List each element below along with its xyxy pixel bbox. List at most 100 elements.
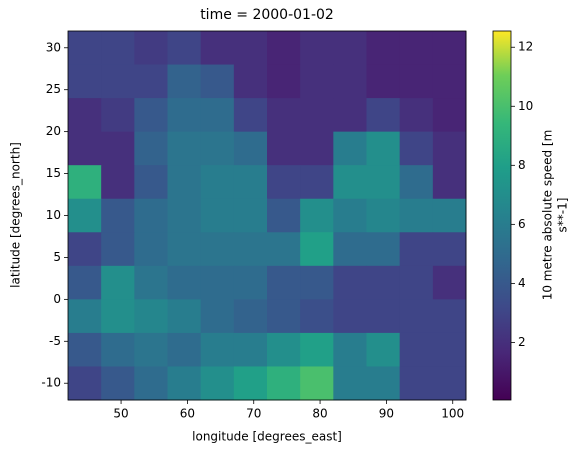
heat-cell (68, 165, 102, 200)
heat-cell (134, 165, 168, 200)
x-axis-label: longitude [degrees_east] (192, 430, 342, 444)
heat-cell (333, 299, 367, 334)
heat-cell (399, 366, 434, 401)
heat-cell (68, 265, 102, 300)
heat-cell (300, 165, 334, 200)
colorbar-tick-label: 12 (518, 40, 533, 54)
y-tick-label: 20 (46, 124, 61, 138)
heat-cell (267, 131, 301, 166)
heat-cell (167, 131, 202, 166)
heat-cell (68, 232, 102, 267)
heat-cell (267, 366, 301, 401)
heat-cell (366, 198, 401, 233)
heat-cell (167, 165, 202, 200)
heat-cell (432, 31, 467, 66)
heat-cell (267, 232, 301, 267)
heat-cell (134, 198, 168, 233)
heat-cell (68, 299, 102, 334)
heat-cell (399, 165, 434, 200)
heat-cell (134, 265, 168, 300)
heat-cell (200, 131, 235, 166)
heat-cell (333, 198, 367, 233)
heat-cell (101, 265, 135, 300)
heat-cell (68, 64, 102, 99)
colorbar-tick-label: 6 (518, 217, 526, 231)
y-tick-label: 15 (46, 166, 61, 180)
heat-cell (200, 165, 235, 200)
colorbar-label: 10 metre absolute speed [m (541, 130, 555, 301)
heat-cell (68, 332, 102, 367)
colorbar-frame (492, 30, 512, 401)
chart-title: time = 2000-01-02 (200, 7, 334, 23)
heat-cell (432, 332, 467, 367)
heat-cell (233, 165, 268, 200)
heat-cell (333, 31, 367, 66)
heat-cell (267, 64, 301, 99)
heat-cell (101, 98, 135, 133)
heat-cell (233, 98, 268, 133)
heat-cell (366, 265, 401, 300)
heat-cell (233, 198, 268, 233)
heat-cell (399, 31, 434, 66)
heat-cell (167, 198, 202, 233)
heat-cell (200, 299, 235, 334)
heat-cell (233, 31, 268, 66)
heat-cell (200, 265, 235, 300)
heat-cell (432, 165, 467, 200)
heat-cell (68, 98, 102, 133)
heat-cell (399, 198, 434, 233)
heat-cell (167, 332, 202, 367)
x-tick-label: 50 (113, 407, 128, 421)
heat-cell (333, 64, 367, 99)
heat-cell (101, 198, 135, 233)
heat-cell (300, 31, 334, 66)
colorbar-label: s**-1] (556, 198, 570, 233)
x-tick-label: 100 (441, 407, 464, 421)
heat-cell (366, 98, 401, 133)
heat-cell (134, 31, 168, 66)
y-tick-label: 0 (53, 292, 61, 306)
x-tick-label: 60 (180, 407, 195, 421)
y-tick-label: -5 (49, 334, 61, 348)
heat-cell (134, 332, 168, 367)
heat-cell (68, 131, 102, 166)
heat-cell (267, 98, 301, 133)
colorbar-tick-label: 10 (518, 99, 533, 113)
heat-cell (167, 64, 202, 99)
heat-cell (432, 131, 467, 166)
heat-cell (366, 232, 401, 267)
heat-cell (233, 131, 268, 166)
colorbar-tick-label: 4 (518, 276, 526, 290)
heat-cell (101, 366, 135, 401)
heat-cell (300, 64, 334, 99)
heat-cell (233, 332, 268, 367)
heat-cell (366, 332, 401, 367)
heat-cell (267, 198, 301, 233)
heat-cell (366, 131, 401, 166)
heat-cell (267, 299, 301, 334)
heat-cell (134, 98, 168, 133)
heat-cell (300, 98, 334, 133)
heat-cell (399, 131, 434, 166)
y-tick-label: 25 (46, 82, 61, 96)
heat-cell (267, 265, 301, 300)
heat-cell (366, 64, 401, 99)
heat-cell (333, 98, 367, 133)
heat-cell (68, 31, 102, 66)
heat-cell (399, 232, 434, 267)
heat-cell (300, 366, 334, 401)
heat-cell (200, 98, 235, 133)
heat-cell (432, 98, 467, 133)
heat-cell (432, 299, 467, 334)
heat-cell (233, 366, 268, 401)
y-tick-label: 5 (53, 250, 61, 264)
heat-cell (101, 31, 135, 66)
heat-cell (333, 232, 367, 267)
heat-cell (267, 332, 301, 367)
heat-cell (333, 131, 367, 166)
heat-cell (267, 31, 301, 66)
heat-cell (366, 299, 401, 334)
heat-cell (300, 131, 334, 166)
heat-cell (134, 131, 168, 166)
